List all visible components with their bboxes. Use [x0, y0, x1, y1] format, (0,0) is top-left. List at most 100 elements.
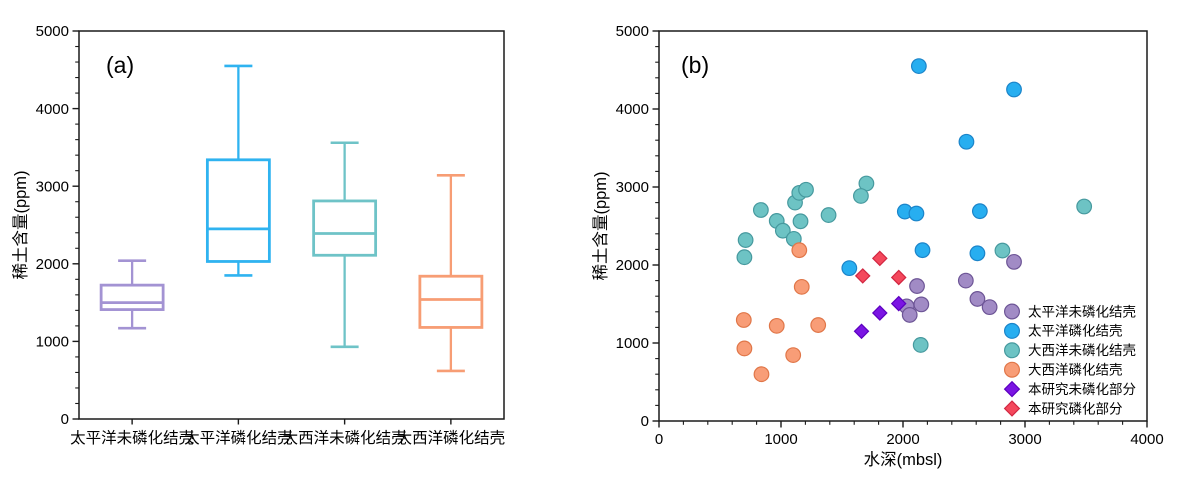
data-point — [912, 337, 929, 353]
box-1 — [99, 259, 165, 330]
data-point — [736, 249, 753, 266]
y-tick-label: 5000 — [36, 23, 69, 40]
x-category-label: 太平洋未磷化结壳 — [70, 429, 194, 447]
data-point — [914, 242, 931, 259]
data-point — [793, 278, 810, 295]
data-point — [768, 317, 785, 334]
data-point — [752, 202, 769, 218]
data-point — [791, 242, 808, 259]
data-point — [901, 307, 918, 323]
data-point — [810, 317, 827, 333]
data-point — [1006, 253, 1022, 270]
x-tick-label: 3000 — [1008, 431, 1041, 448]
data-point — [969, 291, 986, 307]
data-point — [774, 222, 791, 239]
data-point — [871, 250, 888, 267]
legend-item: 太平洋未磷化结壳 — [1003, 303, 1136, 320]
iqr-box — [312, 199, 378, 257]
legend-marker-circle — [1003, 361, 1020, 378]
iqr-box — [205, 158, 271, 263]
data-point — [853, 323, 870, 340]
iqr-box — [99, 283, 165, 311]
panel-b-frame — [658, 30, 1148, 422]
legend-item: 本研究未磷化部分 — [1003, 380, 1136, 398]
data-point — [735, 312, 752, 328]
data-point — [890, 295, 907, 312]
data-point — [909, 278, 925, 294]
data-point — [798, 181, 814, 198]
data-point — [820, 207, 837, 223]
data-point — [957, 272, 974, 289]
box-3 — [312, 141, 378, 349]
x-axis-title: 水深(mbsl) — [864, 450, 943, 469]
y-tick-label: 0 — [641, 413, 649, 430]
box-2 — [205, 64, 271, 277]
x-tick-label: 4000 — [1130, 431, 1163, 448]
data-point — [737, 232, 754, 248]
data-point — [908, 205, 925, 222]
legend-marker-circle — [1003, 303, 1020, 320]
y-tick-label: 0 — [61, 411, 69, 428]
iqr-box — [418, 274, 484, 329]
series-1 — [898, 253, 1022, 323]
data-point — [1006, 81, 1022, 98]
legend-label: 大西洋未磷化结壳 — [1028, 343, 1136, 358]
y-tick-label: 2000 — [616, 257, 649, 274]
data-point — [1076, 198, 1093, 215]
data-point — [910, 58, 927, 74]
legend-marker-circle — [1003, 342, 1020, 359]
panel-a-letter: (a) — [106, 52, 134, 78]
panel-a-y-axis: 0 1000 2000 3000 4000 5000 稀土含量(ppm) — [11, 23, 79, 428]
legend-item: 大西洋磷化结壳 — [1003, 361, 1123, 378]
panel-a-frame — [78, 30, 505, 420]
data-point — [971, 203, 988, 220]
data-point — [841, 260, 858, 277]
data-point — [785, 347, 802, 363]
panel-b-y-axis: 0 1000 2000 3000 4000 5000 稀土含量(ppm) — [591, 23, 659, 430]
legend-item: 太平洋磷化结壳 — [1003, 322, 1123, 339]
legend-label: 本研究磷化部分 — [1028, 401, 1123, 416]
panel-b-letter: (b) — [681, 52, 709, 78]
y-tick-label: 3000 — [616, 179, 649, 196]
legend-marker-diamond — [1003, 380, 1021, 398]
y-tick-label: 1000 — [616, 335, 649, 352]
box-4 — [418, 174, 484, 373]
legend-marker-diamond — [1003, 400, 1021, 417]
legend-marker-circle — [1003, 322, 1020, 339]
panel-b-points — [735, 58, 1093, 383]
legend-item: 本研究磷化部分 — [1003, 400, 1123, 417]
y-tick-label: 4000 — [36, 101, 69, 118]
data-point — [871, 305, 888, 321]
y-tick-label: 1000 — [36, 334, 69, 351]
x-tick-label: 1000 — [764, 431, 797, 448]
series-6 — [854, 250, 907, 286]
data-point — [958, 133, 975, 150]
data-point — [981, 299, 998, 316]
data-point — [969, 245, 986, 262]
data-point — [913, 296, 930, 313]
legend-item: 大西洋未磷化结壳 — [1003, 342, 1136, 359]
series-2 — [841, 58, 1022, 277]
y-tick-label: 3000 — [36, 178, 69, 195]
data-point — [792, 213, 809, 230]
series-5 — [853, 295, 907, 340]
y-tick-label: 2000 — [36, 256, 69, 273]
y-tick-label: 5000 — [616, 23, 649, 40]
legend-label: 大西洋磷化结壳 — [1028, 363, 1123, 378]
data-point — [994, 242, 1011, 259]
y-tick-label: 4000 — [616, 101, 649, 118]
y-axis-title: 稀土含量(ppm) — [591, 171, 610, 280]
x-tick-label: 0 — [655, 431, 663, 448]
data-point — [736, 340, 753, 357]
data-point — [854, 268, 871, 284]
legend: 太平洋未磷化结壳太平洋磷化结壳大西洋未磷化结壳大西洋磷化结壳本研究未磷化部分本研… — [1003, 303, 1136, 417]
legend-label: 本研究未磷化部分 — [1028, 382, 1136, 397]
series-3 — [736, 175, 1093, 353]
legend-label: 太平洋未磷化结壳 — [1028, 304, 1136, 319]
data-point — [853, 188, 869, 204]
series-4 — [735, 242, 827, 383]
data-point — [753, 366, 770, 383]
